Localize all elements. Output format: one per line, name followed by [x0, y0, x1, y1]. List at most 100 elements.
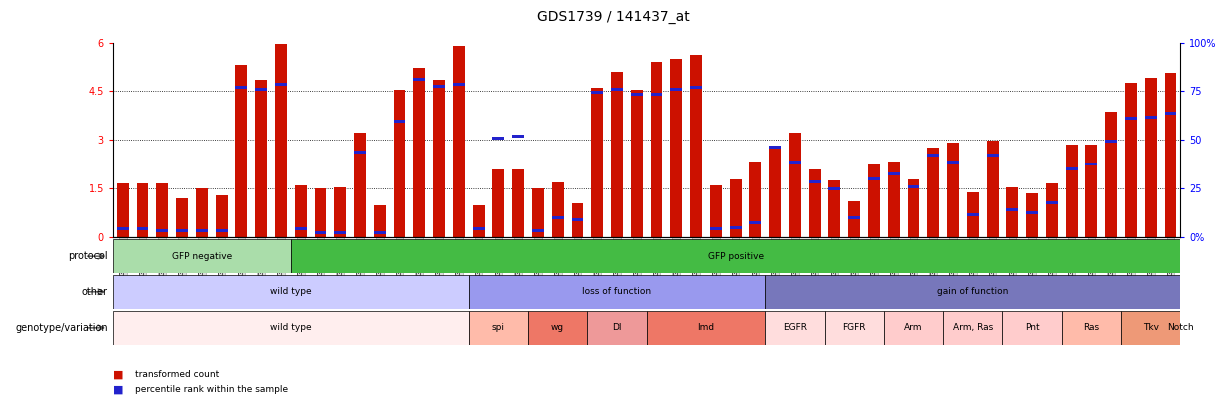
Bar	[650, 93, 663, 96]
Bar	[591, 88, 604, 237]
Bar	[472, 227, 485, 230]
Bar	[572, 203, 583, 237]
Bar	[433, 85, 445, 88]
Bar	[355, 151, 366, 154]
Bar	[334, 187, 346, 237]
Text: Dl: Dl	[612, 323, 622, 333]
Bar	[789, 133, 801, 237]
Bar	[647, 311, 766, 345]
Bar	[730, 226, 741, 229]
Bar	[967, 192, 979, 237]
Bar	[196, 188, 207, 237]
Bar	[294, 227, 307, 230]
Bar	[828, 187, 840, 190]
Bar	[236, 86, 248, 90]
Bar	[888, 172, 899, 175]
Bar	[492, 136, 504, 140]
Text: gain of function: gain of function	[937, 287, 1009, 296]
Bar	[275, 44, 287, 237]
Bar	[314, 230, 326, 234]
Text: Tkv: Tkv	[1142, 323, 1158, 333]
Bar	[572, 217, 583, 221]
Bar	[533, 188, 544, 237]
Bar	[1125, 83, 1137, 237]
Bar	[769, 146, 782, 149]
Text: other: other	[82, 287, 108, 297]
Bar	[1045, 183, 1058, 237]
Bar	[710, 185, 721, 237]
Bar	[196, 229, 207, 232]
Bar	[809, 169, 821, 237]
Bar	[216, 229, 227, 232]
Bar	[825, 311, 883, 345]
Bar	[947, 161, 960, 164]
Bar	[1026, 211, 1038, 214]
Bar	[1086, 145, 1097, 237]
Bar	[413, 78, 426, 81]
Bar	[394, 90, 405, 237]
Bar	[809, 180, 821, 183]
Text: protocol: protocol	[69, 251, 108, 261]
Bar	[690, 86, 702, 90]
Bar	[888, 162, 899, 237]
Bar	[136, 183, 148, 237]
Bar	[156, 229, 168, 232]
Bar	[987, 154, 999, 158]
Bar	[469, 275, 766, 309]
Bar	[1086, 162, 1097, 166]
Bar	[588, 311, 647, 345]
Bar	[113, 311, 469, 345]
Bar	[472, 205, 485, 237]
Bar	[136, 227, 148, 230]
Bar	[650, 62, 663, 237]
Bar	[1106, 112, 1117, 237]
Bar	[117, 183, 129, 237]
Bar	[1026, 193, 1038, 237]
Bar	[883, 311, 944, 345]
Bar	[631, 93, 643, 96]
Bar	[1061, 311, 1121, 345]
Text: loss of function: loss of function	[583, 287, 652, 296]
Bar	[255, 80, 267, 237]
Bar	[766, 275, 1180, 309]
Bar	[177, 229, 188, 232]
Text: Notch: Notch	[1167, 323, 1194, 333]
Bar	[944, 311, 1002, 345]
Bar	[928, 154, 939, 158]
Bar	[113, 239, 291, 273]
Text: GFP negative: GFP negative	[172, 252, 232, 261]
Text: wg: wg	[551, 323, 564, 333]
Bar	[611, 72, 623, 237]
Text: GFP positive: GFP positive	[708, 252, 763, 261]
Bar	[867, 177, 880, 180]
Text: spi: spi	[492, 323, 504, 333]
Bar	[908, 185, 919, 188]
Text: ■: ■	[113, 370, 124, 379]
Bar	[533, 229, 544, 232]
Bar	[848, 201, 860, 237]
Bar	[433, 80, 445, 237]
Bar	[374, 205, 385, 237]
Bar	[552, 182, 563, 237]
Bar	[789, 161, 801, 164]
Bar	[374, 230, 385, 234]
Bar	[1145, 78, 1157, 237]
Bar	[611, 88, 623, 91]
Bar	[113, 275, 469, 309]
Bar	[552, 216, 563, 219]
Bar	[631, 90, 643, 237]
Bar	[453, 46, 465, 237]
Text: Arm, Ras: Arm, Ras	[952, 323, 993, 333]
Bar	[670, 59, 682, 237]
Bar	[117, 227, 129, 230]
Bar	[394, 120, 405, 124]
Bar	[828, 180, 840, 237]
Bar	[670, 88, 682, 91]
Text: lmd: lmd	[697, 323, 714, 333]
Bar	[294, 185, 307, 237]
Text: wild type: wild type	[270, 287, 312, 296]
Bar	[766, 311, 825, 345]
Text: percentile rank within the sample: percentile rank within the sample	[135, 385, 288, 394]
Text: transformed count: transformed count	[135, 370, 220, 379]
Bar	[1164, 112, 1177, 115]
